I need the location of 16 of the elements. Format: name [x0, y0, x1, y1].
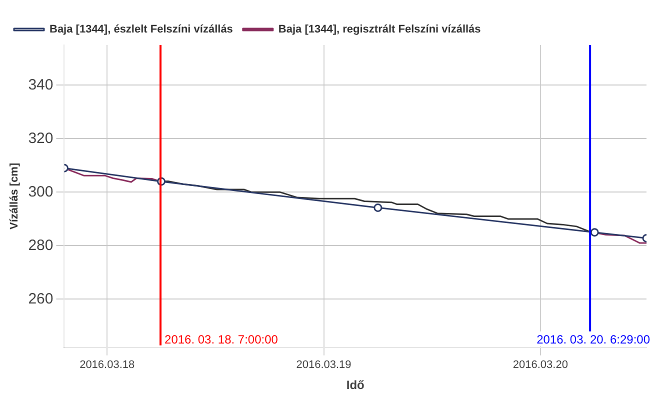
x-tick-label: 2016.03.20 — [512, 359, 568, 372]
y-tick-label: 340 — [28, 76, 54, 94]
legend-label: Baja [1344], regisztrált Felszíni vízállás — [278, 24, 481, 36]
legend-label: Baja [1344], észlelt Felszíni vízállás — [50, 24, 233, 36]
y-axis-title: Vízállás [cm] — [8, 162, 21, 230]
point — [374, 203, 382, 212]
x-tick-label: 2016.03.19 — [296, 359, 352, 372]
y-tick-label: 320 — [28, 130, 54, 147]
x-axis-title: Idő — [346, 378, 364, 392]
y-tick-label: 300 — [28, 183, 54, 200]
ref-line-label: 2016. 03. 20. 6:29:00 — [536, 332, 650, 347]
point — [590, 228, 599, 237]
y-tick-label: 260 — [28, 290, 54, 308]
x-tick-label: 2016.03.18 — [80, 359, 135, 372]
y-tick-label: 280 — [28, 236, 54, 254]
ref-line-label: 2016. 03. 18. 7:00:00 — [164, 332, 278, 347]
